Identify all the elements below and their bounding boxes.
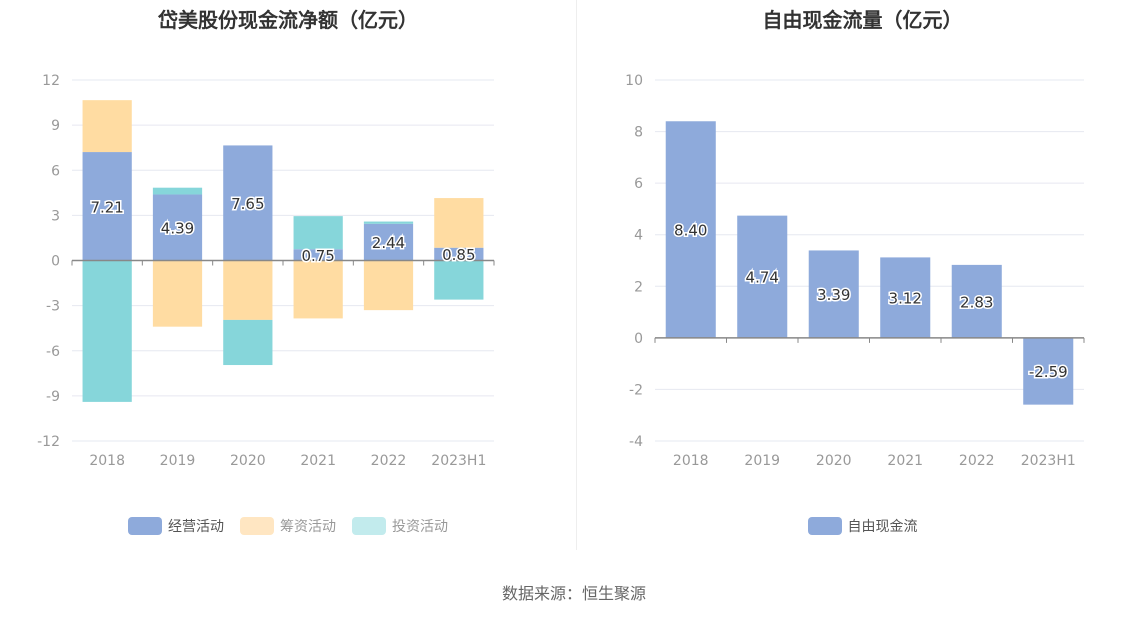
y-tick-label: 3 — [51, 208, 60, 224]
data-label: 0.85 — [442, 246, 475, 264]
bar — [434, 260, 484, 300]
data-label: 7.65 — [231, 195, 264, 213]
bar — [82, 100, 132, 153]
y-tick-label: 6 — [51, 163, 60, 179]
data-label: 8.40 — [674, 222, 707, 240]
bar — [293, 249, 343, 261]
x-tick-label: 2023H1 — [1021, 453, 1076, 469]
y-tick-label: -2 — [629, 382, 643, 398]
x-tick-label: 2019 — [160, 453, 196, 469]
data-label: 3.12 — [889, 290, 922, 308]
y-tick-label: 6 — [634, 176, 643, 192]
bar — [363, 260, 414, 311]
legend-label: 投资活动 — [392, 519, 448, 535]
x-tick-label: 2020 — [230, 453, 266, 469]
data-label: 0.75 — [301, 247, 334, 265]
bar — [152, 194, 203, 261]
x-tick-label: 2020 — [816, 453, 852, 469]
bar — [951, 264, 1002, 338]
bar — [880, 257, 931, 338]
x-tick-label: 2018 — [673, 453, 709, 469]
bar — [434, 247, 484, 261]
y-tick-label: 0 — [51, 254, 60, 270]
legend-label: 自由现金流 — [847, 519, 918, 535]
y-tick-label: -6 — [46, 344, 60, 360]
data-label: 4.39 — [161, 219, 194, 237]
y-tick-label: -9 — [46, 389, 60, 405]
bar — [223, 260, 273, 320]
y-tick-label: -12 — [37, 434, 60, 450]
data-label: 4.74 — [746, 269, 779, 287]
bar — [223, 145, 273, 261]
legend-label: 经营活动 — [168, 519, 224, 535]
bar — [1023, 337, 1074, 405]
bar — [434, 198, 484, 248]
legend-label: 筹资活动 — [280, 519, 336, 535]
x-tick-label: 2021 — [887, 453, 923, 469]
data-label: 7.21 — [90, 198, 123, 216]
legend-item-operating[interactable]: 经营活动 — [128, 516, 224, 536]
chart-title: 自由现金流量（亿元） — [762, 8, 963, 32]
bar — [665, 121, 716, 338]
y-tick-label: 8 — [634, 125, 643, 141]
legend: 自由现金流 — [577, 516, 1148, 536]
chart-title: 岱美股份现金流净额（亿元） — [158, 8, 418, 32]
legend-item-investing[interactable]: 投资活动 — [352, 516, 448, 536]
y-tick-label: 12 — [42, 73, 60, 89]
y-tick-label: 9 — [51, 118, 60, 134]
y-tick-label: 2 — [634, 279, 643, 295]
legend-swatch — [807, 517, 842, 535]
panel-divider — [576, 0, 577, 550]
legend: 经营活动 筹资活动 投资活动 — [0, 516, 576, 536]
y-tick-label: 10 — [625, 73, 643, 89]
bar — [808, 250, 859, 338]
bar — [82, 260, 132, 402]
y-tick-label: -3 — [46, 299, 60, 315]
free-cash-flow-chart: 10 8 6 4 2 0 -2 -4 2018 2019 2020 2021 2022 2023H1 8.4… — [625, 73, 1085, 469]
bar — [152, 260, 203, 327]
data-label: 3.39 — [817, 286, 850, 304]
y-tick-label: 0 — [634, 331, 643, 347]
legend-item-free-cash-flow[interactable]: 自由现金流 — [807, 516, 918, 536]
data-source: 数据来源：恒生聚源 — [501, 584, 646, 603]
bar — [737, 215, 788, 338]
bar — [223, 319, 273, 366]
cash-flow-net-chart: 12 9 6 3 0 -3 -6 -9 -12 2018 2019 2020 2021 2022 2023H… — [37, 73, 495, 469]
bar — [82, 152, 132, 261]
data-label: 2.83 — [960, 293, 993, 311]
bar — [293, 216, 343, 250]
legend-swatch — [240, 517, 274, 535]
x-tick-label: 2019 — [744, 453, 780, 469]
legend-item-financing[interactable]: 筹资活动 — [240, 516, 336, 536]
data-label: 2.44 — [372, 234, 405, 252]
cash-flow-net-chart-panel: 岱美股份现金流净额（亿元） 12 9 6 3 0 -3 -6 -9 -12 2018 2019 202… — [0, 0, 576, 560]
bar — [152, 187, 203, 195]
legend-swatch — [128, 517, 162, 535]
x-tick-label: 2021 — [300, 453, 336, 469]
x-tick-label: 2023H1 — [431, 453, 486, 469]
bar — [293, 260, 343, 319]
x-tick-label: 2022 — [959, 453, 995, 469]
x-tick-label: 2022 — [371, 453, 407, 469]
bar — [363, 221, 414, 224]
y-tick-label: 4 — [634, 228, 643, 244]
x-tick-label: 2018 — [89, 453, 125, 469]
legend-swatch — [352, 517, 386, 535]
data-label: -2.59 — [1029, 363, 1068, 381]
y-tick-label: -4 — [629, 434, 643, 450]
free-cash-flow-chart-panel: 自由现金流量（亿元） 10 8 6 4 2 0 -2 -4 2018 2019 2020 2021 20… — [577, 0, 1148, 560]
bar — [363, 223, 414, 261]
